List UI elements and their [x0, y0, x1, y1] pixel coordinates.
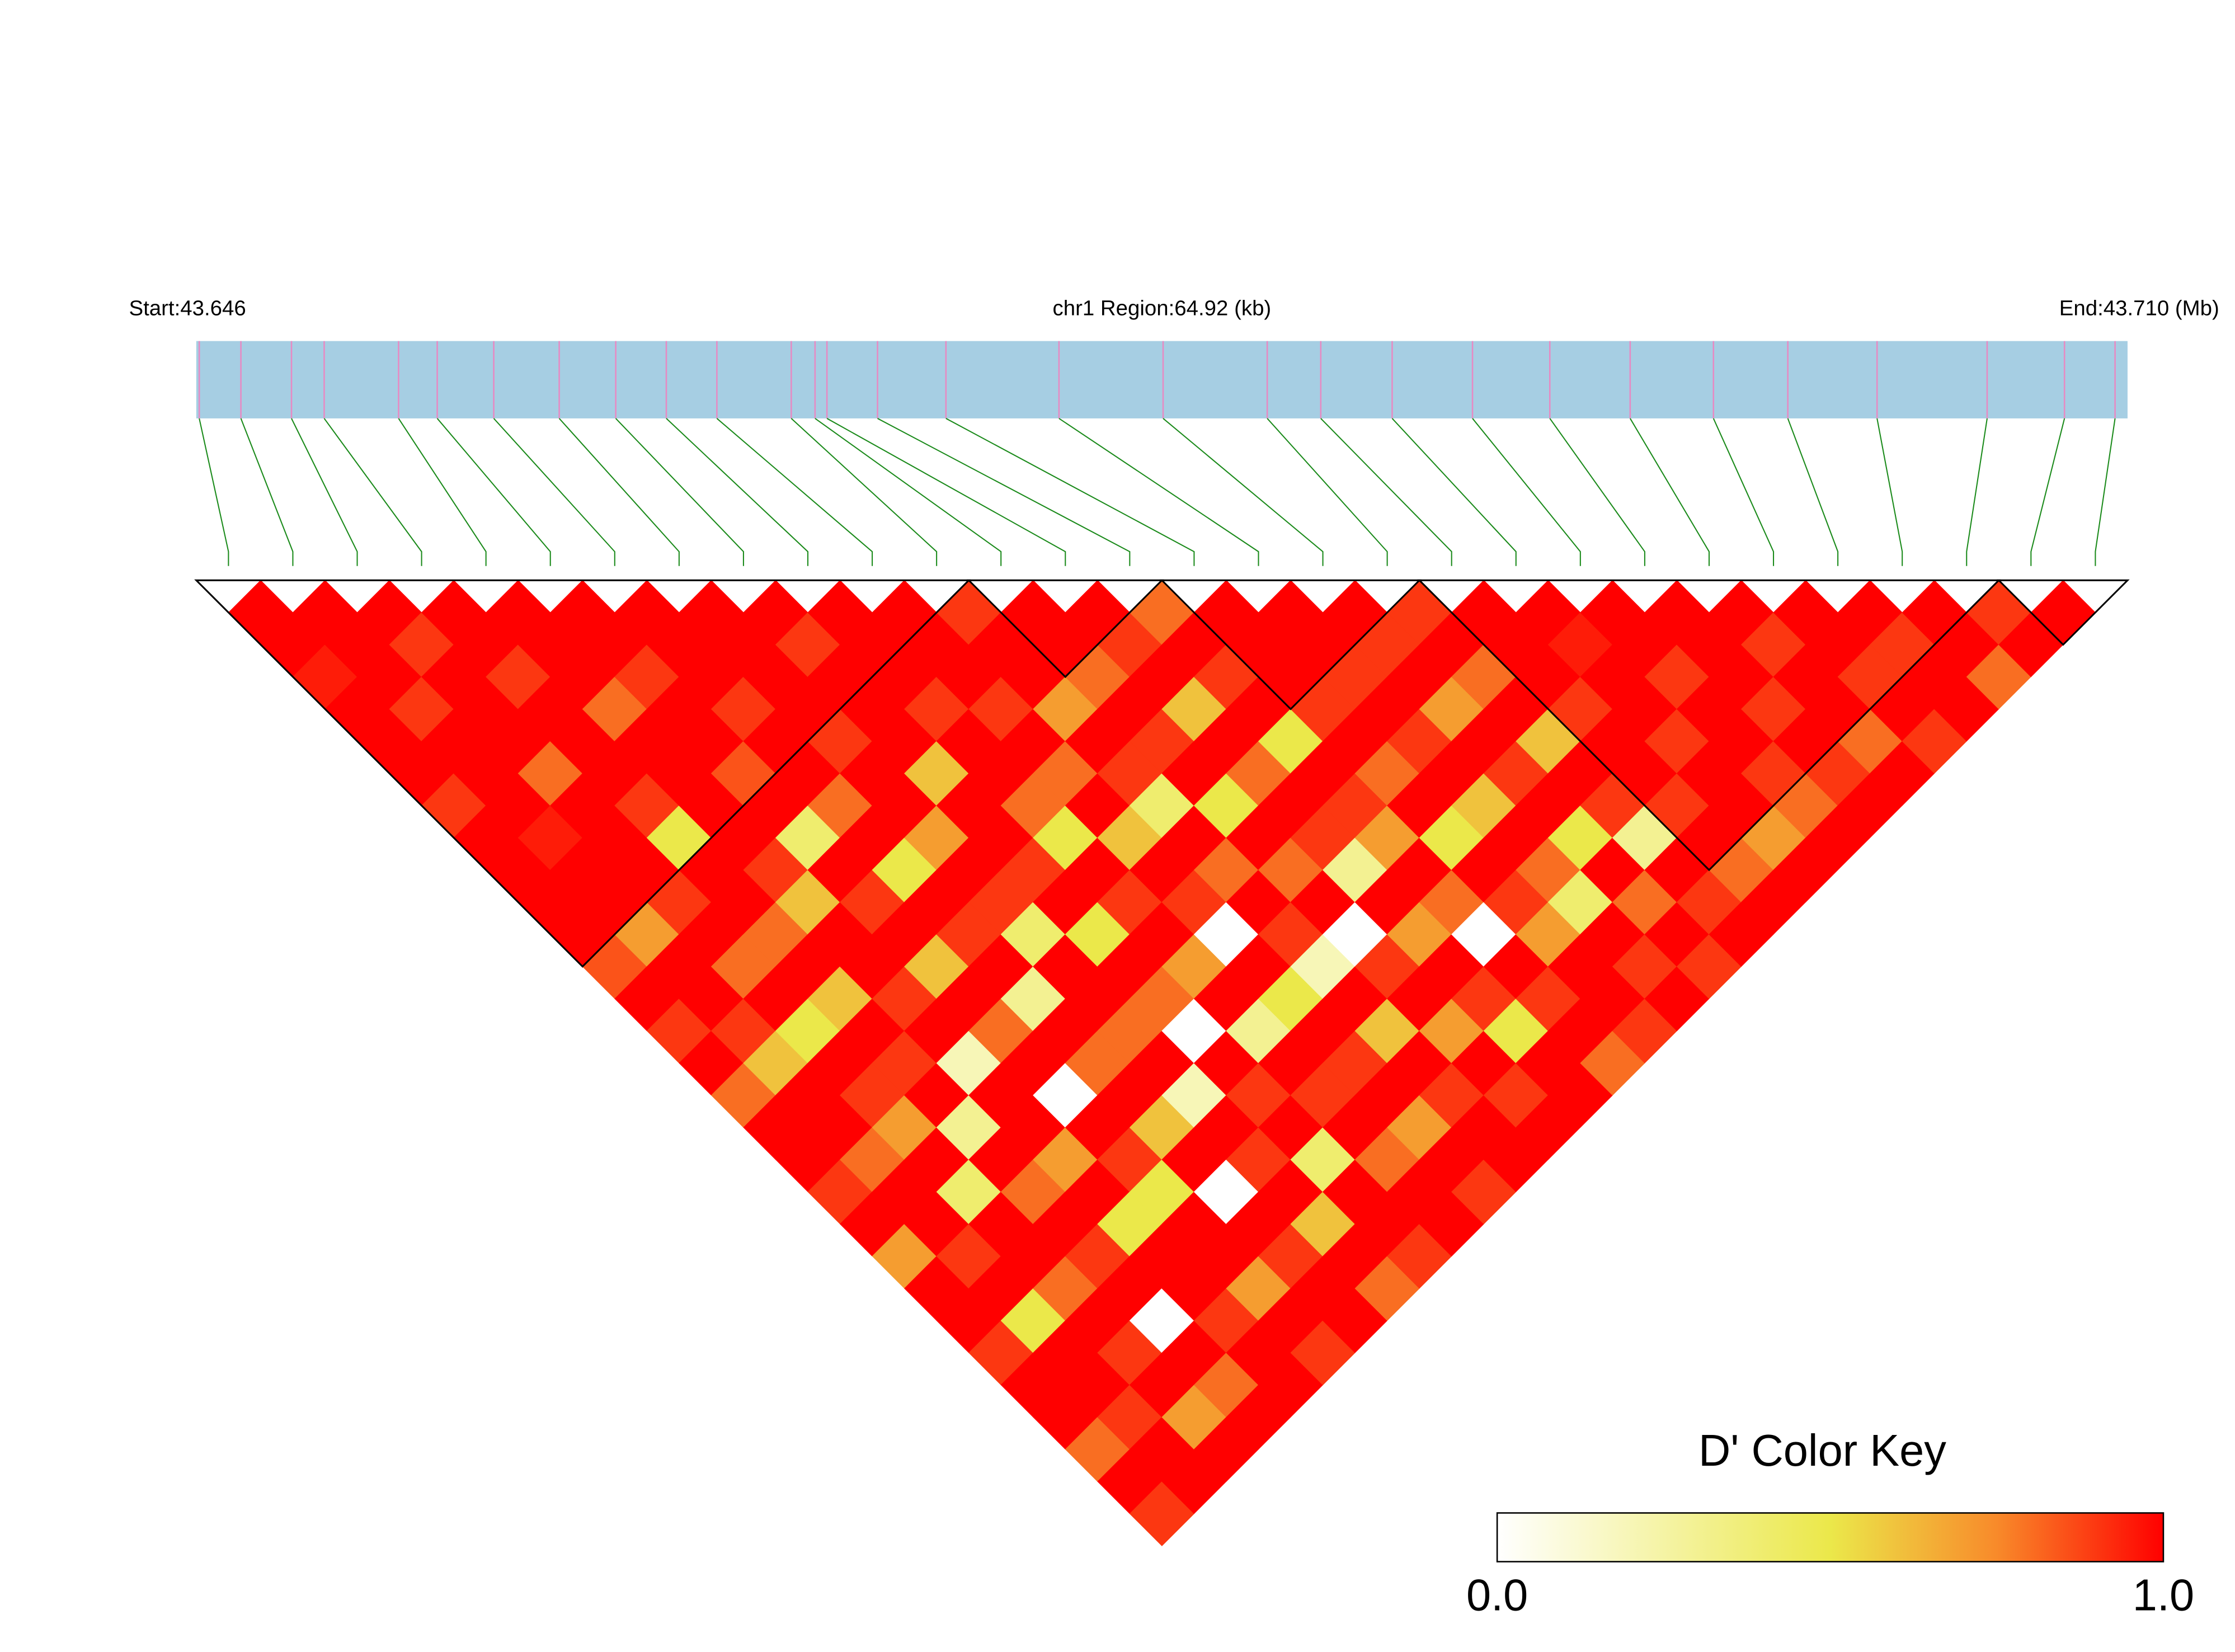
color-key: [1496, 1512, 2165, 1562]
snp-connector: [323, 418, 422, 566]
snp-connector: [1787, 418, 1839, 566]
snp-connector: [1876, 418, 1903, 566]
snp-connector: [558, 418, 680, 566]
snp-connector: [1549, 418, 1645, 566]
snp-connector: [493, 418, 615, 566]
snp-connector: [815, 418, 1002, 566]
snp-connector: [1320, 418, 1452, 566]
key-tick-label: 0.0: [1466, 1570, 1528, 1620]
snp-connector: [199, 418, 229, 566]
snp-connector: [1267, 418, 1388, 566]
snp-connector: [826, 418, 1066, 566]
start-label: Start:43.646: [129, 296, 246, 321]
end-label: End:43.710 (Mb): [2059, 296, 2219, 321]
snp-connector: [791, 418, 938, 566]
snp-connector: [1058, 418, 1259, 566]
snp-connector: [1629, 418, 1710, 566]
ld-block-outline: [1417, 579, 2001, 872]
snp-connector: [1472, 418, 1581, 566]
snp-connector: [877, 418, 1131, 566]
heatmap: [228, 580, 2096, 1546]
snp-connector: [398, 418, 487, 566]
ld-block-outline: [194, 579, 971, 968]
snp-connector: [240, 418, 294, 566]
key-tick-label: 1.0: [2133, 1570, 2194, 1620]
region-label: chr1 Region:64.92 (kb): [1053, 296, 1272, 321]
snp-connector: [1712, 418, 1775, 566]
snp-connector: [1163, 418, 1324, 566]
ld-block-outline: [1997, 579, 2130, 646]
snp-connector: [2095, 418, 2116, 566]
snp-connector: [945, 418, 1195, 566]
ld-block-outline: [966, 579, 1164, 679]
region-bar: [196, 341, 2128, 418]
snp-connector: [666, 418, 809, 566]
snp-connector: [2030, 418, 2065, 566]
key-title: D' Color Key: [1698, 1425, 1946, 1475]
snp-connector: [291, 418, 358, 566]
snp-connector: [615, 418, 744, 566]
snp-connector: [436, 418, 551, 566]
snp-connector: [716, 418, 873, 566]
snp-connector: [1391, 418, 1517, 566]
ld-block-outline: [1160, 579, 1422, 710]
snp-connector: [1966, 418, 1988, 566]
